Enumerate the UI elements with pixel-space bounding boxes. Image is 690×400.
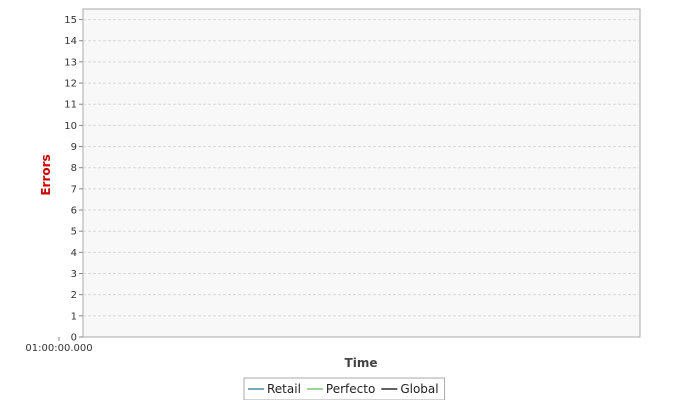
y-tick-label: 6 bbox=[71, 206, 77, 217]
legend-label-global: Global bbox=[400, 382, 438, 396]
x-axis-title: Time bbox=[345, 356, 378, 370]
y-tick-label: 10 bbox=[64, 121, 77, 132]
y-tick-label: 2 bbox=[71, 290, 77, 301]
y-tick-label: 1 bbox=[71, 311, 77, 322]
plot-area bbox=[82, 8, 641, 338]
y-tick-label: 11 bbox=[64, 100, 77, 111]
y-tick-label: 0 bbox=[71, 333, 77, 344]
y-tick-label: 3 bbox=[71, 269, 77, 280]
x-axis: 01:00:00.000 bbox=[25, 337, 93, 354]
legend-box bbox=[243, 377, 446, 400]
y-tick-label: 4 bbox=[71, 248, 77, 259]
y-tick-label: 13 bbox=[64, 57, 77, 68]
y-tick-label: 8 bbox=[71, 163, 77, 174]
y-axis-title: Errors bbox=[39, 154, 53, 195]
x-tick-label: 01:00:00.000 bbox=[25, 343, 92, 354]
y-tick-label: 14 bbox=[64, 36, 77, 47]
y-tick-label: 12 bbox=[64, 79, 77, 90]
legend-label-perfecto: Perfecto bbox=[326, 382, 375, 396]
legend-label-retail: Retail bbox=[267, 382, 301, 396]
y-tick-label: 9 bbox=[71, 142, 77, 153]
y-tick-label: 7 bbox=[71, 184, 77, 195]
y-tick-label: 15 bbox=[64, 15, 77, 26]
grid-lines bbox=[83, 19, 640, 317]
legend: Retail Perfecto Global bbox=[243, 377, 446, 400]
y-tick-label: 5 bbox=[71, 227, 77, 238]
